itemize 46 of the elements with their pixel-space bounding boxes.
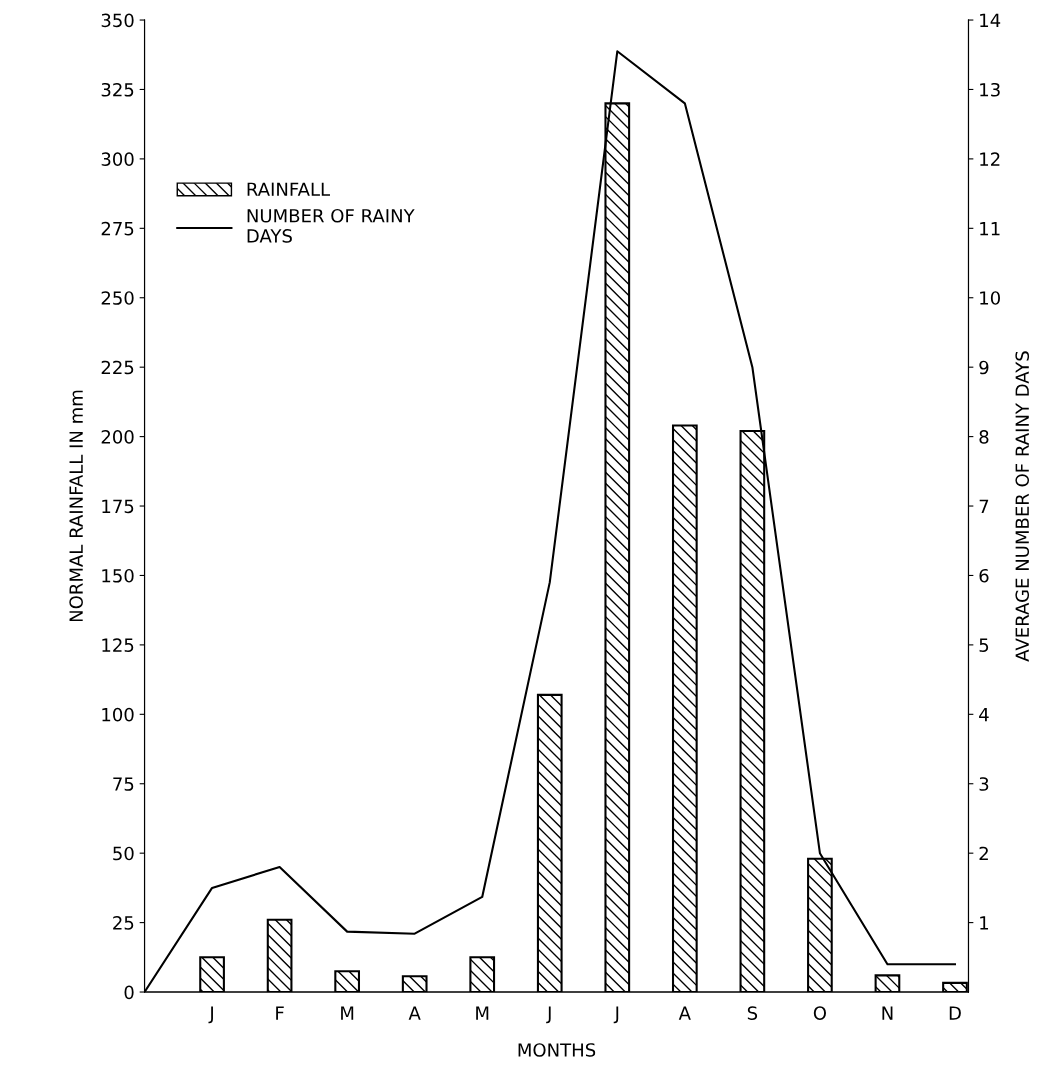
- y-tick-label: 0: [124, 985, 134, 1000]
- y2-tick-label: 5: [979, 638, 989, 652]
- y2-tick-label: 13: [980, 82, 1000, 97]
- y2-tick-label: 11: [980, 222, 1000, 236]
- x-tick-label: A: [408, 1006, 421, 1020]
- y2-tick-label: 3: [979, 777, 989, 791]
- y-tick-label: 225: [101, 360, 134, 375]
- y-tick-label: 150: [102, 568, 134, 583]
- y2-tick-label: 8: [979, 430, 989, 444]
- x-tick-label: J: [546, 1006, 551, 1024]
- y-tick-label: 250: [101, 291, 134, 305]
- y-tick-label: 25: [113, 916, 134, 930]
- y2-tick-label: 6: [979, 568, 989, 583]
- y2-tick-label: 14: [980, 13, 1001, 27]
- y-axis-title: NORMAL RAINFALL IN mm: [69, 390, 83, 622]
- y-tick-label: 50: [113, 846, 134, 861]
- y-tick-label: 175: [102, 499, 134, 514]
- y-tick-label: 200: [101, 430, 134, 444]
- y-tick-label: 300: [101, 152, 134, 167]
- x-tick-label: A: [678, 1006, 691, 1020]
- legend-label: RAINFALL: [247, 182, 330, 196]
- x-tick-label: O: [813, 1006, 826, 1020]
- y-tick-label: 275: [101, 221, 134, 236]
- x-tick-label: S: [747, 1006, 758, 1020]
- y2-axis-title: AVERAGE NUMBER OF RAINY DAYS: [1015, 351, 1030, 662]
- legend-label: NUMBER OF RAINY DAYS: [247, 208, 415, 243]
- x-tick-label: J: [613, 1006, 619, 1024]
- y2-tick-label: 12: [980, 152, 1000, 166]
- x-axis-title: MONTHS: [518, 1043, 596, 1057]
- y2-tick-label: 10: [980, 291, 1000, 305]
- y2-tick-label: 1: [980, 916, 989, 930]
- y-tick-label: 325: [101, 82, 134, 97]
- x-tick-label: D: [949, 1006, 961, 1020]
- y2-tick-label: 9: [979, 360, 989, 375]
- x-tick-label: N: [882, 1006, 893, 1020]
- y2-tick-label: 7: [979, 499, 989, 513]
- x-tick-label: M: [476, 1006, 489, 1020]
- y-tick-label: 125: [102, 638, 134, 652]
- x-tick-label: J: [208, 1006, 213, 1024]
- x-tick-label: M: [341, 1006, 354, 1020]
- y-tick-label: 100: [102, 707, 134, 722]
- y-tick-label: 75: [113, 777, 134, 791]
- y2-tick-label: 2: [979, 846, 988, 861]
- x-tick-label: F: [276, 1006, 284, 1020]
- y2-tick-label: 4: [979, 708, 989, 722]
- y-tick-label: 350: [101, 13, 134, 28]
